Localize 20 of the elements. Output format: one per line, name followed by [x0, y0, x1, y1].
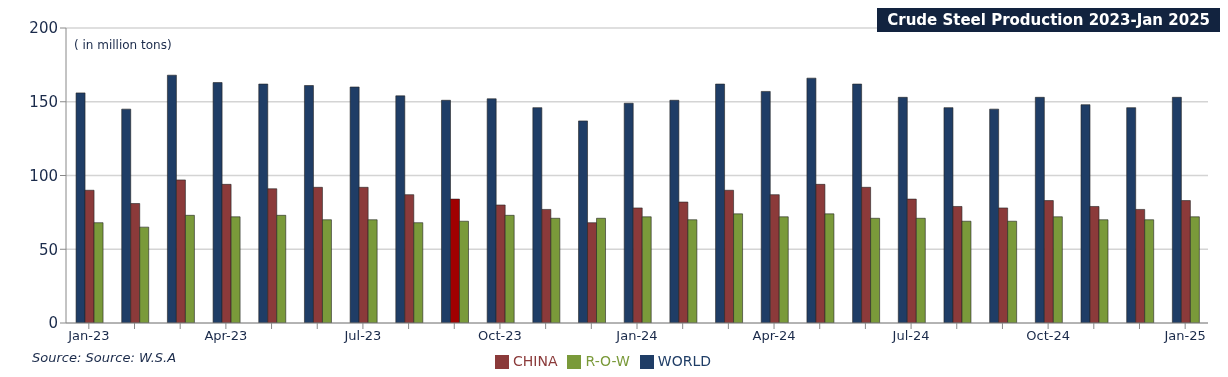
chart-title: Crude Steel Production 2023-Jan 2025 [877, 8, 1220, 32]
legend-label: R-O-W [585, 353, 630, 369]
y-tick-label: 150 [29, 93, 58, 112]
legend-label: CHINA [513, 353, 558, 369]
x-tick-label: Jan-25 [1163, 328, 1206, 344]
x-tick-label: Jul-24 [891, 328, 930, 344]
x-tick-label: Jan-24 [615, 328, 658, 344]
y-tick-label: 100 [29, 166, 58, 185]
y-tick-label: 50 [38, 240, 58, 259]
x-tick-label: Jan-23 [67, 328, 110, 344]
annotation: ( in million tons) [74, 38, 172, 52]
x-tick-label: Jul-23 [343, 328, 382, 344]
x-tick-label: Apr-23 [204, 328, 248, 344]
y-tick-label: 200 [29, 19, 58, 38]
y-tick-label: 0 [48, 314, 58, 333]
legend-label: WORLD [657, 353, 711, 369]
x-tick-label: Apr-24 [752, 328, 796, 344]
x-tick-label: Oct-24 [1026, 328, 1070, 344]
source-note: Source: Source: W.S.A [32, 350, 177, 365]
x-tick-label: Oct-23 [478, 328, 522, 344]
